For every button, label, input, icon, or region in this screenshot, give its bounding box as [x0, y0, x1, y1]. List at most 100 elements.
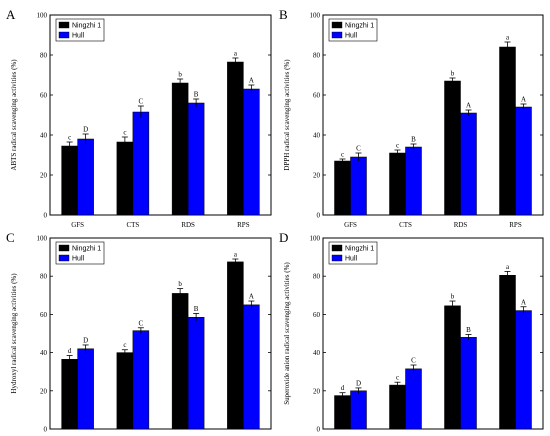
bar [187, 317, 205, 430]
chart-panel-d: D 0 20 40 60 80 100 Superoxide anion radical sc… [279, 230, 544, 436]
bar [389, 152, 406, 216]
legend-swatch [58, 31, 70, 39]
bar [515, 106, 532, 216]
panel-letter: A [6, 7, 16, 22]
significance-letter: a [506, 263, 510, 271]
significance-letter: A [521, 298, 526, 306]
y-tick-label: 100 [310, 235, 321, 243]
plot-frame [322, 14, 544, 216]
significance-letter: B [194, 305, 199, 313]
y-axis-label: DPPH radical scavenging activities (%) [283, 59, 291, 171]
y-tick-label: 100 [37, 235, 48, 243]
y-tick-label: 0 [317, 426, 321, 434]
legend-label: Ningzhi 1 [345, 246, 374, 253]
bar [444, 305, 461, 430]
significance-letter: c [396, 142, 399, 150]
significance-letter: D [356, 379, 361, 387]
y-tick-label: 80 [40, 52, 48, 60]
y-tick-label: 40 [313, 349, 321, 357]
y-tick-label: 0 [44, 212, 48, 220]
x-tick-label: GFS [71, 221, 84, 229]
significance-letter: C [356, 145, 361, 153]
y-tick-label: 20 [40, 387, 48, 395]
plot-frame [49, 237, 272, 430]
bar [171, 82, 189, 216]
significance-letter: c [123, 129, 126, 137]
bar [116, 352, 134, 430]
significance-letter: a [234, 251, 238, 259]
x-tick-label: RDS [181, 221, 195, 229]
y-tick-label: 0 [317, 212, 321, 220]
significance-letter: c [123, 341, 126, 349]
significance-letter: A [466, 102, 471, 110]
legend-swatch [331, 31, 343, 39]
significance-letter: C [139, 98, 144, 106]
y-tick-label: 20 [313, 387, 321, 395]
plot-frame [322, 237, 544, 430]
y-tick-label: 0 [44, 426, 48, 434]
bar [460, 112, 477, 216]
significance-letter: b [178, 280, 182, 288]
significance-letter: c [68, 134, 71, 142]
significance-letter: A [249, 77, 254, 85]
bar [499, 274, 516, 430]
bar [243, 304, 260, 430]
bar [243, 88, 260, 216]
x-tick-label: CTS [126, 221, 139, 229]
legend-label: Hull [72, 33, 85, 40]
y-axis-label: ABTS radical scavenging activities (%) [10, 59, 18, 171]
y-tick-label: 80 [313, 52, 321, 60]
significance-letter: d [68, 347, 72, 355]
significance-letter: a [506, 34, 510, 42]
y-axis-label: Superoxide anion radical scavenging acti… [283, 262, 291, 405]
chart-panel-c: C 0 20 40 60 80 100 Hydroxyl radical scavenging… [6, 230, 272, 436]
panel-letter: B [279, 7, 288, 22]
bar [132, 330, 150, 430]
legend-label: Ningzhi 1 [345, 23, 374, 30]
legend-swatch [58, 244, 70, 252]
bar [132, 111, 150, 216]
bar [405, 368, 422, 430]
legend-label: Hull [72, 256, 85, 263]
significance-letter: d [341, 384, 345, 392]
x-tick-label: RPS [509, 221, 522, 229]
bar [350, 390, 367, 430]
legend-label: Ningzhi 1 [72, 246, 101, 253]
y-tick-label: 20 [40, 172, 48, 180]
bar [334, 395, 351, 430]
legend-label: Hull [345, 33, 358, 40]
significance-letter: D [83, 336, 88, 344]
y-tick-label: 100 [37, 12, 48, 20]
bar [515, 310, 532, 430]
y-tick-label: 60 [40, 92, 48, 100]
x-tick-label: RDS [454, 221, 468, 229]
y-tick-label: 60 [40, 311, 48, 319]
bar [389, 384, 406, 430]
plot-frame [49, 14, 272, 216]
bar [77, 138, 94, 216]
significance-letter: A [521, 96, 526, 104]
y-tick-label: 80 [40, 273, 48, 281]
legend-swatch [58, 254, 70, 262]
y-axis-label: Hydroxyl radical scavenging activities (… [10, 273, 18, 394]
y-tick-label: 60 [313, 311, 321, 319]
x-tick-label: RPS [237, 221, 250, 229]
x-tick-label: CTS [399, 221, 412, 229]
legend-swatch [331, 244, 343, 252]
significance-letter: b [178, 71, 182, 79]
significance-letter: b [451, 293, 455, 301]
bar [77, 348, 94, 430]
bar [499, 46, 516, 216]
legend-label: Hull [345, 256, 358, 263]
significance-letter: c [396, 374, 399, 382]
significance-letter: b [451, 70, 455, 78]
significance-letter: C [411, 357, 416, 365]
legend-swatch [331, 21, 343, 29]
bar [227, 261, 244, 430]
y-tick-label: 100 [310, 12, 321, 20]
y-tick-label: 40 [40, 132, 48, 140]
bar [460, 337, 477, 430]
significance-letter: a [234, 50, 238, 58]
bar [171, 293, 189, 430]
